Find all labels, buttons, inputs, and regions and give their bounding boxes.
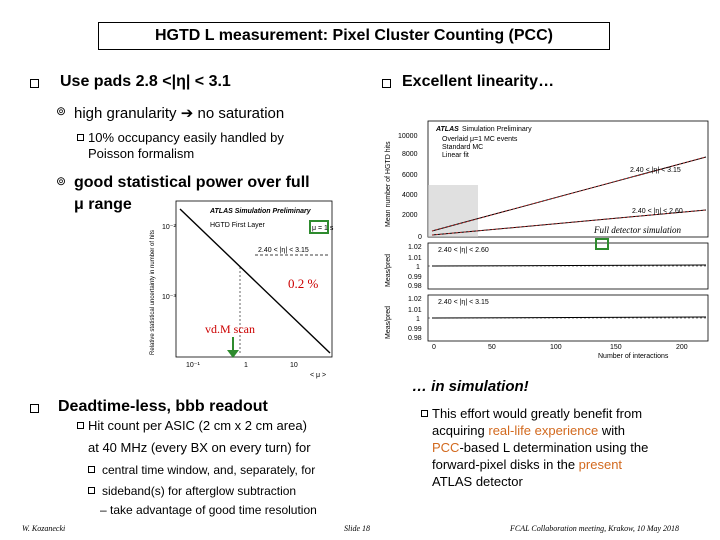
effort-line: forward-pixel disks in the present bbox=[432, 456, 717, 473]
eta-range-label: 2.40 < |η| < 3.15 bbox=[630, 167, 681, 174]
left-uncertainty-plot: ATLAS Simulation Preliminary HGTD First … bbox=[150, 200, 334, 379]
layer-label: HGTD First Layer bbox=[210, 222, 266, 229]
atlas-label: ATLAS bbox=[435, 126, 459, 133]
sideband-text: sideband(s) for afterglow subtraction bbox=[102, 484, 297, 498]
y-tick: 6000 bbox=[402, 172, 418, 179]
legend-entry: Linear fit bbox=[442, 152, 469, 159]
x-axis-label: Number of interactions bbox=[598, 353, 669, 360]
hit-count-text: Hit count per ASIC (2 cm x 2 cm area) bbox=[88, 418, 307, 433]
y-tick: 10000 bbox=[398, 133, 418, 140]
effort-line: PCC-based L determination using the bbox=[432, 439, 717, 456]
bullet-square-icon bbox=[88, 487, 95, 494]
bx-text: at 40 MHz (every BX on every turn) for bbox=[88, 440, 311, 455]
bullet-square-icon bbox=[30, 404, 39, 413]
y-tick: 10⁻² bbox=[162, 224, 176, 231]
statistical-power-text: good statistical power over full bbox=[74, 174, 310, 191]
arrow-down-icon bbox=[232, 337, 234, 353]
simulation-note: Full detector simulation bbox=[594, 225, 681, 235]
text-span: acquiring bbox=[432, 423, 489, 438]
highlight-span: PCC bbox=[432, 440, 460, 455]
highlight-span: real-life experience bbox=[488, 423, 599, 438]
text-span: with bbox=[598, 423, 625, 438]
y-tick: 0 bbox=[418, 234, 422, 241]
r-tick: 0.99 bbox=[408, 326, 422, 333]
ratio-axis-label: Meas/pred bbox=[385, 306, 392, 339]
saturation-text: no saturation bbox=[197, 105, 285, 122]
percent-annotation: 0.2 % bbox=[288, 276, 319, 291]
central-window-text: central time window, and, separately, fo… bbox=[102, 463, 316, 477]
ratio-axis-label: Meas/pred bbox=[385, 254, 392, 287]
right-linearity-plot: ATLAS Simulation Preliminary Overlaid μ=… bbox=[385, 120, 709, 360]
r-tick: 0.98 bbox=[408, 283, 422, 290]
r-tick: 1.02 bbox=[408, 244, 422, 251]
x-tick: 0 bbox=[432, 344, 436, 351]
bullet-square-icon bbox=[30, 79, 39, 88]
target-bullet-icon: ⊚ bbox=[56, 174, 67, 188]
text-span: forward-pixel disks in the bbox=[432, 457, 579, 472]
y-tick: 4000 bbox=[402, 192, 418, 199]
eta-range-label: 2.40 < |η| < 2.60 bbox=[632, 208, 683, 215]
target-bullet-icon: ⊚ bbox=[56, 104, 67, 118]
bullet-square-icon bbox=[77, 422, 84, 429]
vdm-annotation: vd.M scan bbox=[205, 322, 255, 336]
arrow-right-icon: ➔ bbox=[180, 105, 194, 122]
r-tick: 0.99 bbox=[408, 274, 422, 281]
r-tick: 1 bbox=[416, 316, 420, 323]
x-tick: 200 bbox=[676, 344, 688, 351]
left-heading: Use pads 2.8 <|η| < 3.1 bbox=[60, 73, 231, 90]
bullet-square-icon bbox=[88, 466, 95, 473]
y-axis-label: Relative statistical uncertainty in numb… bbox=[150, 230, 156, 355]
y-tick: 2000 bbox=[402, 212, 418, 219]
y-axis-label: Mean number of HGTD hits bbox=[385, 141, 392, 227]
footer-meeting: FCAL Collaboration meeting, Krakow, 10 M… bbox=[510, 524, 680, 533]
text-span: -based L determination using the bbox=[459, 440, 649, 455]
simulation-label: … in simulation! bbox=[412, 378, 529, 395]
time-resolution-text: – take advantage of good time resolution bbox=[100, 503, 317, 517]
right-heading: Excellent linearity… bbox=[402, 73, 555, 90]
bullet-square-icon bbox=[382, 79, 391, 88]
x-tick: 1 bbox=[244, 362, 248, 369]
ratio-label: 2.40 < |η| < 3.15 bbox=[438, 299, 489, 306]
x-tick: 150 bbox=[610, 344, 622, 351]
occupancy-text: 10% occupancy easily handled by bbox=[88, 130, 284, 145]
granularity-text: high granularity bbox=[74, 105, 177, 122]
legend-entry: Overlaid μ=1 MC events bbox=[442, 136, 518, 143]
r-tick: 0.98 bbox=[408, 335, 422, 342]
effort-line: This effort would greatly benefit from bbox=[432, 406, 643, 421]
highlight-span: present bbox=[578, 457, 623, 472]
footer-author: W. Kozanecki bbox=[22, 524, 66, 533]
mu-range-text: μ range bbox=[74, 196, 132, 213]
legend-entry: Standard MC bbox=[442, 144, 483, 151]
arrow-head-icon bbox=[227, 350, 239, 358]
r-tick: 1.02 bbox=[408, 296, 422, 303]
r-tick: 1 bbox=[416, 264, 420, 271]
mu-label: μ = 1 s bbox=[312, 225, 334, 232]
page-title: HGTD L measurement: Pixel Cluster Counti… bbox=[98, 22, 610, 50]
x-tick: 10⁻¹ bbox=[186, 362, 200, 369]
x-axis-label: < μ > bbox=[310, 372, 326, 379]
poisson-text: Poisson formalism bbox=[88, 146, 195, 161]
effort-line: acquiring real-life experience with bbox=[432, 422, 717, 439]
deadtime-heading: Deadtime-less, bbb readout bbox=[58, 398, 268, 415]
r-tick: 1.01 bbox=[408, 255, 422, 262]
y-tick: 8000 bbox=[402, 151, 418, 158]
r-tick: 1.01 bbox=[408, 307, 422, 314]
effort-line: ATLAS detector bbox=[432, 474, 523, 489]
x-tick: 50 bbox=[488, 344, 496, 351]
sub-bullet-granularity: high granularity ➔ no saturation bbox=[74, 104, 284, 122]
bullet-square-icon bbox=[77, 134, 84, 141]
ratio-label: 2.40 < |η| < 2.60 bbox=[438, 247, 489, 254]
effort-paragraph: This effort would greatly benefit from a… bbox=[432, 405, 717, 490]
highlight-box bbox=[595, 238, 609, 250]
x-tick: 10 bbox=[290, 362, 298, 369]
atlas-label: ATLAS Simulation Preliminary bbox=[209, 208, 312, 215]
sim-label: Simulation Preliminary bbox=[462, 126, 532, 133]
footer-slide: Slide 18 bbox=[344, 524, 370, 533]
y-tick: 10⁻³ bbox=[162, 294, 176, 301]
bullet-square-icon bbox=[421, 410, 428, 417]
eta-range-label: 2.40 < |η| < 3.15 bbox=[258, 247, 309, 254]
x-tick: 100 bbox=[550, 344, 562, 351]
